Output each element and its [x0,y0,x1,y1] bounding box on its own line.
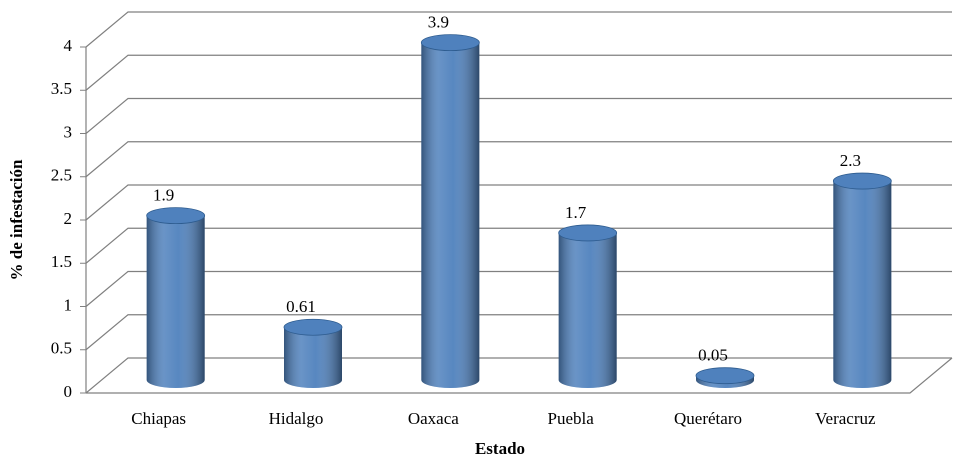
bar-top [420,34,480,52]
y-tick-label: 2.5 [51,166,72,185]
value-label: 0.05 [698,346,728,365]
bar-shade [284,327,342,388]
y-tick-label: 2 [64,209,73,228]
x-tick-label: Oaxaca [408,409,459,428]
x-axis-title: Estado [475,439,525,458]
value-label: 1.7 [565,203,587,222]
bar-shade [833,181,892,388]
y-axis-title: % de infestación [7,159,26,280]
value-label: 1.9 [153,186,174,205]
grid-line [85,227,952,264]
grid-line [85,11,952,48]
y-tick-label: 4 [64,36,73,55]
y-tick-label: 3 [64,122,73,141]
bar-shade [421,42,480,389]
floor-edge [86,357,953,394]
x-tick-label: Hidalgo [269,409,324,428]
x-tick-label: Querétaro [674,409,742,428]
bar-top [695,367,755,385]
x-tick-label: Chiapas [131,409,186,428]
y-tick-label: 1 [64,295,73,314]
bar-shade [146,215,205,388]
value-label: 3.9 [428,13,449,32]
grid-line [85,184,952,221]
y-tick-label: 0.5 [51,339,72,358]
bar-shade [558,232,617,388]
grid-line [85,357,952,394]
bar-top [832,172,892,190]
grid-line [85,97,952,134]
y-tick-label: 0 [64,382,73,401]
y-tick-label: 3.5 [51,79,72,98]
x-tick-label: Veracruz [815,409,876,428]
value-label: 0.61 [286,297,316,316]
grid-line [85,141,952,178]
grid-line [85,270,952,307]
grid-line [85,54,952,91]
value-label: 2.3 [840,151,861,170]
grid-line [85,314,952,351]
bar-top [558,224,618,242]
bar-top [146,207,206,225]
bar-top [283,318,343,336]
x-tick-label: Puebla [548,409,595,428]
bar-shade [696,375,754,388]
y-tick-label: 1.5 [51,252,72,271]
